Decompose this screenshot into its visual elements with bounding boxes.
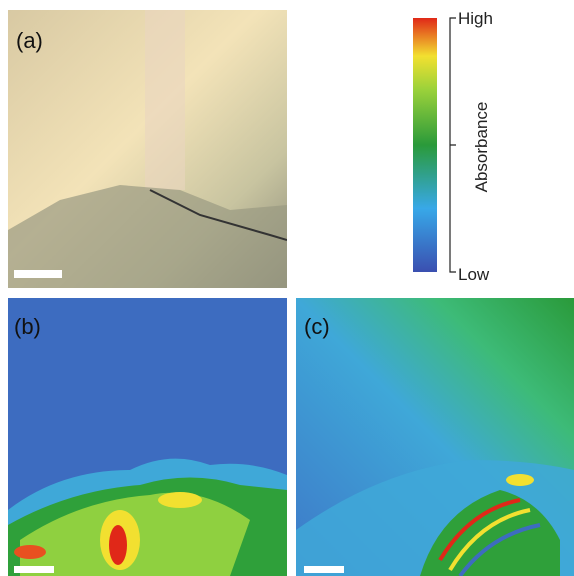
panel-label: (c) [304,314,330,339]
panel-b: (b) [8,298,287,576]
colorbar-high: High [458,9,493,28]
panel-label: (b) [14,314,41,339]
panel-label: (a) [16,28,43,53]
panel-a: (a) [8,10,287,288]
panel-c: (c) [296,298,574,576]
figure: (a) High Low Absorbance (b) (c) [0,0,574,576]
colorbar-low: Low [458,265,490,284]
colorbar: High Low Absorbance [413,9,493,284]
colorbar-title: Absorbance [472,102,491,193]
